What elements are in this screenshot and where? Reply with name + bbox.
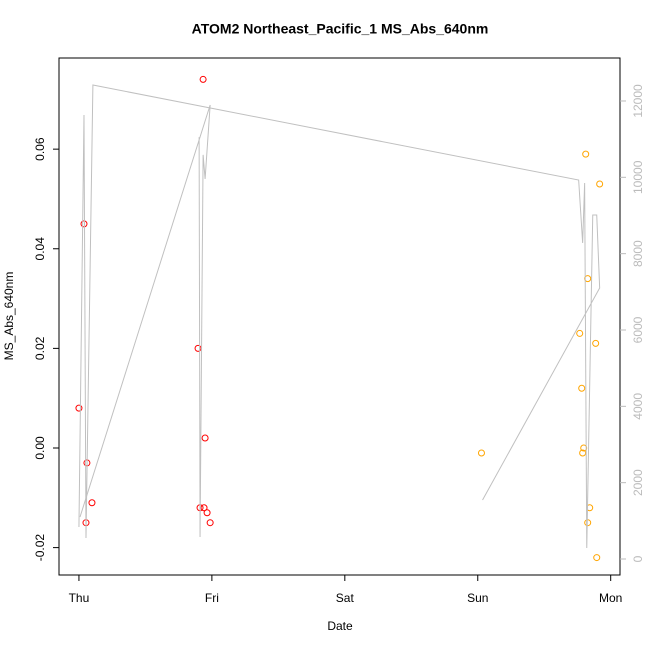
point <box>576 329 584 337</box>
y2-tick-label: 0 <box>631 555 645 562</box>
y2-tick-label: 6000 <box>631 316 645 343</box>
y2-tick-label: 12000 <box>631 84 645 118</box>
point <box>596 180 604 188</box>
y-tick-label: -0.02 <box>33 534 47 562</box>
point <box>203 509 211 517</box>
y2-tick-label: 2000 <box>631 469 645 496</box>
y-axis-label: MS_Abs_640nm <box>2 272 16 361</box>
y-tick-label: 0.06 <box>33 137 47 161</box>
plot-box <box>58 57 621 576</box>
y2-tick-label: 4000 <box>631 393 645 420</box>
point <box>592 339 600 347</box>
point <box>199 75 207 83</box>
point <box>194 344 202 352</box>
x-axis-label: Date <box>327 619 353 633</box>
point <box>200 504 208 512</box>
x-tick-label: Thu <box>69 591 90 605</box>
point <box>206 519 214 527</box>
chart-title: ATOM2 Northeast_Pacific_1 MS_Abs_640nm <box>192 21 489 37</box>
depth-line <box>79 104 211 538</box>
x-tick-label: Sat <box>336 591 355 605</box>
depth-line <box>78 84 601 549</box>
y2-tick-label: 10000 <box>631 160 645 194</box>
y2-tick-label: 8000 <box>631 240 645 267</box>
y-tick-label: 0.00 <box>33 436 47 460</box>
y-tick-label: 0.02 <box>33 336 47 360</box>
point <box>582 150 590 158</box>
point <box>201 434 209 442</box>
point <box>75 404 83 412</box>
point <box>579 449 587 457</box>
y-tick-label: 0.04 <box>33 237 47 261</box>
point <box>88 499 96 507</box>
point <box>593 554 601 562</box>
point <box>578 384 586 392</box>
x-tick-label: Fri <box>205 591 219 605</box>
point <box>477 449 485 457</box>
point <box>580 444 588 452</box>
x-tick-label: Mon <box>599 591 622 605</box>
x-tick-label: Sun <box>467 591 488 605</box>
